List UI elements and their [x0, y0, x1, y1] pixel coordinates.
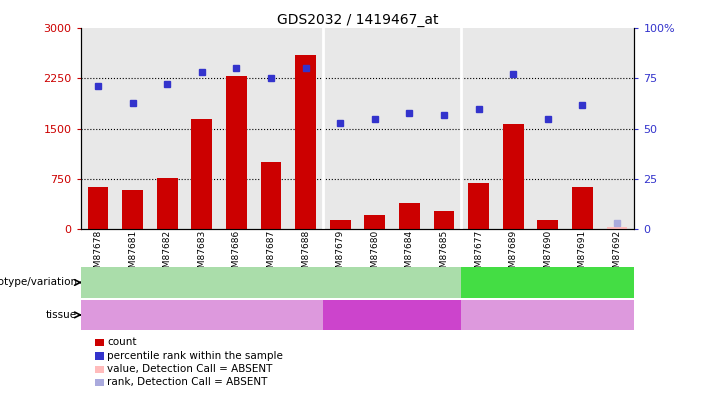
Bar — [226, 77, 247, 229]
Bar — [88, 188, 108, 229]
Bar — [572, 188, 593, 229]
Text: rank, Detection Call = ABSENT: rank, Detection Call = ABSENT — [107, 377, 268, 387]
Title: GDS2032 / 1419467_at: GDS2032 / 1419467_at — [277, 13, 438, 27]
Text: genotype/variation: genotype/variation — [0, 277, 77, 288]
Bar — [538, 220, 558, 229]
Bar — [295, 55, 316, 229]
Text: value, Detection Call = ABSENT: value, Detection Call = ABSENT — [107, 364, 273, 374]
Text: tissue: tissue — [46, 310, 77, 320]
Bar — [191, 119, 212, 229]
Bar — [434, 211, 454, 229]
Bar — [468, 183, 489, 229]
Bar — [330, 220, 350, 229]
Text: wild type: wild type — [245, 277, 297, 288]
Text: HoxA11 HoxD11 null: HoxA11 HoxD11 null — [491, 277, 605, 288]
Text: metanephric mesenchyme: metanephric mesenchyme — [127, 310, 277, 320]
Text: metanephric mesenchyme: metanephric mesenchyme — [473, 310, 622, 320]
Text: ureteric bud: ureteric bud — [358, 310, 426, 320]
Text: count: count — [107, 337, 137, 347]
Bar — [399, 203, 420, 229]
Text: percentile rank within the sample: percentile rank within the sample — [107, 351, 283, 360]
Bar — [157, 178, 177, 229]
Bar — [606, 227, 627, 229]
Bar — [365, 215, 386, 229]
Bar — [122, 190, 143, 229]
Bar — [503, 124, 524, 229]
Bar — [261, 162, 281, 229]
